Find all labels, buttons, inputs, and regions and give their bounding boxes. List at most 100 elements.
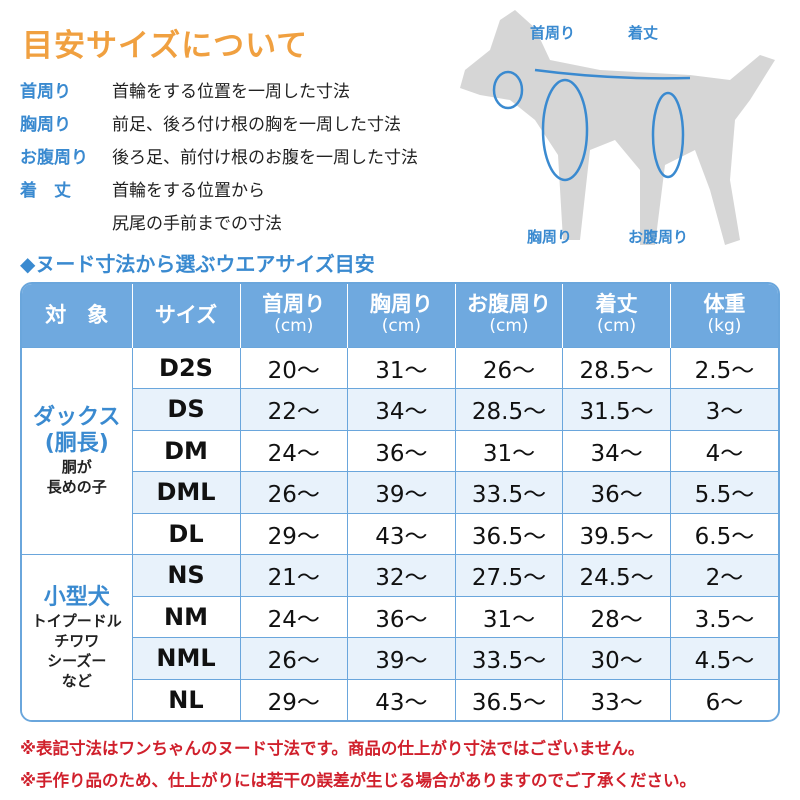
diagram-label-neck: 首周り (530, 24, 576, 42)
header-unit: (cm) (596, 316, 637, 337)
table-row: ダックス (胴長) 胴が 長めの子 D2S 20～ 31～ 26～ 28.5～ 2.5～ (22, 346, 778, 555)
size-cell: NL (131, 678, 240, 720)
value-cell: 27.5～ (454, 554, 563, 596)
note: ※手作り品のため、仕上がりには若干の誤差が生じる場合がありますのでご了承ください… (20, 771, 697, 790)
value-cell: 39～ (347, 471, 456, 513)
definition-belly: お腹周り 後ろ足、前付け根のお腹を一周した寸法 (20, 142, 418, 175)
column-header: 首周り (cm) (239, 284, 348, 347)
value-cell: 24.5～ (562, 554, 671, 596)
notes: ※表記寸法はワンちゃんのヌード寸法です。商品の仕上がり寸法ではございません。 ※… (20, 733, 696, 797)
table-row: 小型犬 トイプードル チワワ シーズー など NS 21～ 32～ 27.5～ 24.5～ 2～ (22, 554, 778, 720)
value-cell: 21～ (239, 554, 348, 596)
value-cell: 24～ (239, 595, 348, 638)
value-cell: 30～ (562, 637, 671, 679)
value-cell: 2.5～ (669, 346, 778, 389)
size-cell: NML (131, 637, 240, 679)
size-cell: DML (131, 471, 240, 513)
group-note: 長めの子 (46, 477, 107, 496)
table-row: DM 24～ 36～ 31～ 34～ 4～ (22, 429, 778, 472)
desc-2: 尻尾の手前までの寸法 (112, 214, 282, 234)
header-label: 首周り (262, 292, 326, 317)
table-row: NL 29～ 43～ 36.5～ 33～ 6～ (22, 678, 778, 720)
value-cell: 31～ (454, 595, 563, 638)
diagram-label-length: 着丈 (628, 24, 659, 42)
value-cell: 4.5～ (669, 637, 778, 679)
size-cell: DM (131, 429, 240, 472)
header-unit: (cm) (274, 316, 314, 337)
dog-silhouette-icon (460, 10, 775, 245)
size-table: 対 象サイズ 首周り (cm) 胸周り (cm) お腹周り (cm) 着丈 (cm) 体重 (kg)… (20, 282, 780, 722)
value-cell: 33～ (562, 678, 671, 720)
value-cell: 29～ (239, 512, 348, 555)
header-unit: (kg) (707, 316, 742, 337)
column-header: 着丈 (cm) (562, 284, 671, 347)
definitions: 首周り 首輪をする位置を一周した寸法 胸周り 前足、後ろ付け根の胸を一周した寸法 お… (20, 76, 418, 241)
value-cell: 6.5～ (669, 512, 778, 555)
desc: 前足、後ろ付け根の胸を一周した寸法 (112, 115, 401, 135)
desc: 首輪をする位置を一周した寸法 (112, 82, 350, 102)
table-row: DS 22～ 34～ 28.5～ 31.5～ 3～ (22, 388, 778, 430)
value-cell: 5.5～ (669, 471, 778, 513)
value-cell: 43～ (347, 678, 456, 720)
group-note: など (61, 671, 92, 690)
diagram-label-chest: 胸周り (527, 228, 573, 246)
definition-chest: 胸周り 前足、後ろ付け根の胸を一周した寸法 (20, 109, 418, 142)
size-cell: DS (131, 388, 240, 430)
value-cell: 28.5～ (454, 388, 563, 430)
term: 着 丈 (20, 181, 71, 201)
value-cell: 32～ (347, 554, 456, 596)
value-cell: 43～ (347, 512, 456, 555)
value-cell: 33.5～ (454, 637, 563, 679)
term: 胸周り (20, 115, 71, 135)
header-label: 体重 (703, 292, 746, 317)
group-note: 胴が (61, 457, 92, 476)
value-cell: 4～ (669, 429, 778, 472)
value-cell: 3.5～ (669, 595, 778, 638)
size-cell: D2S (131, 346, 240, 389)
value-cell: 20～ (239, 346, 348, 389)
group-note: トイプードル (31, 611, 122, 630)
term: 首周り (20, 82, 71, 102)
value-cell: 31～ (454, 429, 563, 472)
table-row: DML 26～ 39～ 33.5～ 36～ 5.5～ (22, 471, 778, 513)
column-header: 胸周り (cm) (347, 284, 456, 347)
size-cell: NS (131, 554, 240, 596)
diagram-label-belly: お腹周り (628, 228, 689, 246)
value-cell: 33.5～ (454, 471, 563, 513)
column-header: 体重 (kg) (669, 284, 778, 347)
value-cell: 36～ (347, 429, 456, 472)
definition-neck: 首周り 首輪をする位置を一周した寸法 (20, 76, 418, 109)
value-cell: 29～ (239, 678, 348, 720)
value-cell: 36～ (562, 471, 671, 513)
group-cell: 小型犬 トイプードル チワワ シーズー など (22, 554, 132, 720)
value-cell: 34～ (347, 388, 456, 430)
table-row: NML 26～ 39～ 33.5～ 30～ 4.5～ (22, 637, 778, 679)
table-row: NM 24～ 36～ 31～ 28～ 3.5～ (22, 595, 778, 638)
section-subtitle: ◆ヌード寸法から選ぶウエアサイズ目安 (20, 252, 375, 276)
group-note: シーズー (47, 651, 107, 670)
value-cell: 3～ (669, 388, 778, 430)
definition-length: 着 丈 首輪をする位置から 尻尾の手前までの寸法 (20, 175, 418, 241)
value-cell: 24～ (239, 429, 348, 472)
header-label: 着丈 (595, 292, 638, 317)
group-name: 小型犬 (43, 584, 110, 610)
value-cell: 28.5～ (562, 346, 671, 389)
value-cell: 26～ (454, 346, 563, 389)
value-cell: 31.5～ (562, 388, 671, 430)
value-cell: 39.5～ (562, 512, 671, 555)
value-cell: 28～ (562, 595, 671, 638)
size-cell: DL (131, 512, 240, 555)
column-header: サイズ (131, 284, 240, 347)
group-cell: ダックス (胴長) 胴が 長めの子 (22, 346, 132, 555)
table-row: DL 29～ 43～ 36.5～ 39.5～ 6.5～ (22, 512, 778, 555)
value-cell: 36～ (347, 595, 456, 638)
value-cell: 6～ (669, 678, 778, 720)
group-name: ダックス (33, 404, 121, 430)
header-label: 対 象 (45, 303, 109, 328)
desc: 後ろ足、前付け根のお腹を一周した寸法 (112, 148, 418, 168)
header-label: 胸周り (369, 292, 433, 317)
value-cell: 36.5～ (454, 678, 563, 720)
desc: 首輪をする位置から (112, 181, 265, 201)
value-cell: 26～ (239, 637, 348, 679)
column-header: お腹周り (cm) (454, 284, 563, 347)
